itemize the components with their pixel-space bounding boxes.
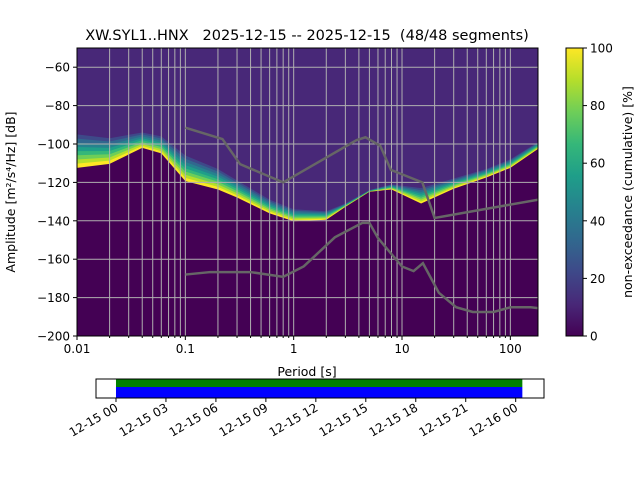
colorbar-gradient (565, 47, 584, 337)
chart-title: XW.SYL1..HNX 2025-12-15 -- 2025-12-15 (4… (85, 28, 529, 44)
colorbar-tick-label: 60 (590, 157, 605, 171)
plot-frame (76, 47, 539, 337)
ppsd-level-1 (77, 48, 538, 212)
timeline-tick-label: 12-15 03 (117, 400, 171, 439)
series-nhnm-line (184, 126, 538, 220)
timeline-tick-label: 12-15 12 (267, 400, 321, 439)
y-tick-label: −100 (37, 138, 70, 152)
colorbar-tick-label: 80 (590, 99, 605, 113)
y-axis-label: Amplitude [m²/s⁴/Hz] [dB] (3, 111, 18, 272)
timeline-tick-label: 12-15 18 (367, 400, 421, 439)
timeline-tick-label: 12-15 15 (317, 400, 371, 439)
axes: 0.01 0.1 1 10 100 −60 −80 −100 −120 −140 −160 −180 −… (37, 61, 522, 356)
colorbar-tick-label: 0 (590, 330, 598, 344)
x-tick-label: 1 (290, 342, 298, 356)
y-tick-label: −200 (37, 330, 70, 344)
y-tick-label: −140 (37, 214, 70, 228)
timeline-tick-label: 12-15 09 (217, 400, 271, 439)
timeline-tick-label: 12-16 00 (466, 400, 520, 439)
y-tick-label: −80 (45, 99, 70, 113)
timeline-tick-label: 12-15 21 (417, 400, 471, 439)
timeline-tick-label: 12-15 06 (167, 400, 221, 439)
colorbar-tick-label: 40 (590, 214, 605, 228)
y-tick-label: −160 (37, 253, 70, 267)
colorbar: 0 20 40 60 80 100 (565, 42, 613, 344)
ppsd-plot-area (77, 48, 538, 336)
colorbar-tick-label: 100 (590, 42, 613, 56)
timeline-tick-label: 12-15 00 (67, 400, 121, 439)
x-tick-label: 0.01 (64, 342, 91, 356)
colorbar-label: non-exceedance (cumulative) [%] (620, 86, 635, 298)
y-tick-label: −120 (37, 176, 70, 190)
x-tick-label: 100 (499, 342, 522, 356)
y-tick-label: −60 (45, 61, 70, 75)
colorbar-tick-label: 20 (590, 272, 605, 286)
series-nlnm-line (185, 221, 538, 314)
x-tick-label: 0.1 (176, 342, 195, 356)
x-tick-label: 10 (394, 342, 409, 356)
noise-model-lines (184, 126, 538, 314)
x-axis-label: Period [s] (277, 364, 336, 379)
timeline-band-coverage (115, 379, 523, 387)
y-tick-label: −180 (37, 291, 70, 305)
grid (77, 48, 538, 336)
timeline-frame (95, 378, 545, 399)
timeline-band-data (115, 387, 523, 398)
